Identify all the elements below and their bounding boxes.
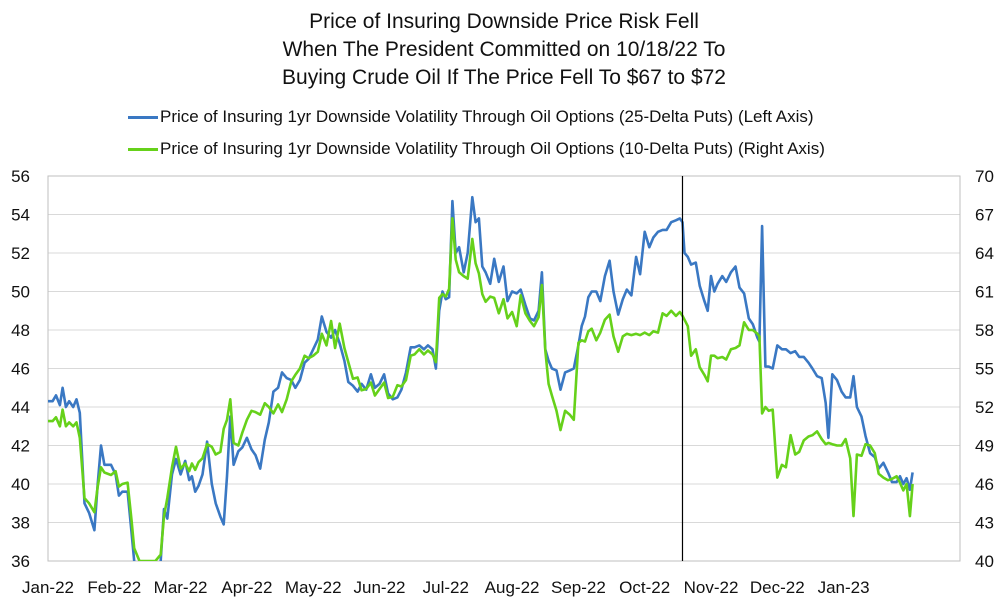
- x-tick-label-9: Oct-22: [619, 578, 670, 597]
- title-line-3: Buying Crude Oil If The Price Fell To $6…: [282, 66, 726, 89]
- y-right-tick-label-9: 67: [975, 206, 994, 225]
- y-left-tick-label-5: 46: [11, 360, 30, 379]
- y-left-tick-label-9: 54: [11, 206, 30, 225]
- series-line-10-delta: [48, 217, 914, 561]
- chart-legend: Price of Insuring 1yr Downside Volatilit…: [128, 101, 825, 165]
- y-left-tick-label-10: 56: [11, 167, 30, 186]
- y-left-tick-label-2: 40: [11, 475, 30, 494]
- y-right-tick-label-5: 55: [975, 360, 994, 379]
- y-right-tick-label-8: 64: [975, 244, 994, 263]
- legend-item-10-delta: Price of Insuring 1yr Downside Volatilit…: [128, 133, 825, 165]
- x-tick-label-4: May-22: [285, 578, 342, 597]
- y-right-tick-label-4: 52: [975, 398, 994, 417]
- y-right-tick-label-6: 58: [975, 321, 994, 340]
- y-left-tick-label-6: 48: [11, 321, 30, 340]
- y-left-tick-label-4: 44: [11, 398, 30, 417]
- y-left-tick-label-8: 52: [11, 244, 30, 263]
- x-tick-label-1: Feb-22: [87, 578, 141, 597]
- series-line-25-delta: [48, 195, 914, 561]
- y-right-tick-label-3: 49: [975, 437, 994, 456]
- legend-label-25-delta: Price of Insuring 1yr Downside Volatilit…: [160, 107, 814, 126]
- x-tick-label-6: Jul-22: [423, 578, 469, 597]
- legend-swatch-25-delta: [128, 115, 158, 119]
- x-tick-label-8: Sep-22: [551, 578, 606, 597]
- chart-title: Price of Insuring Downside Price Risk Fe…: [0, 8, 1008, 92]
- plot-area-border: [47, 175, 961, 562]
- x-tick-label-11: Dec-22: [750, 578, 805, 597]
- y-right-tick-label-0: 40: [975, 552, 994, 571]
- title-line-1: Price of Insuring Downside Price Risk Fe…: [309, 10, 699, 33]
- legend-swatch-10-delta: [128, 147, 158, 151]
- x-tick-label-5: Jun-22: [354, 578, 406, 597]
- y-left-tick-label-0: 36: [11, 552, 30, 571]
- x-tick-label-3: Apr-22: [221, 578, 272, 597]
- x-tick-label-0: Jan-22: [22, 578, 74, 597]
- y-left-tick-label-7: 50: [11, 283, 30, 302]
- y-right-tick-label-2: 46: [975, 475, 994, 494]
- y-left-tick-label-3: 42: [11, 437, 30, 456]
- x-tick-label-12: Jan-23: [818, 578, 870, 597]
- y-right-tick-label-1: 43: [975, 514, 994, 533]
- x-tick-label-2: Mar-22: [154, 578, 208, 597]
- y-right-tick-label-10: 70: [975, 167, 994, 186]
- legend-label-10-delta: Price of Insuring 1yr Downside Volatilit…: [160, 139, 825, 158]
- y-left-tick-label-1: 38: [11, 514, 30, 533]
- title-line-2: When The President Committed on 10/18/22…: [282, 38, 726, 61]
- x-tick-label-10: Nov-22: [684, 578, 739, 597]
- x-tick-label-7: Aug-22: [485, 578, 540, 597]
- y-right-tick-label-7: 61: [975, 283, 994, 302]
- legend-item-25-delta: Price of Insuring 1yr Downside Volatilit…: [128, 101, 825, 133]
